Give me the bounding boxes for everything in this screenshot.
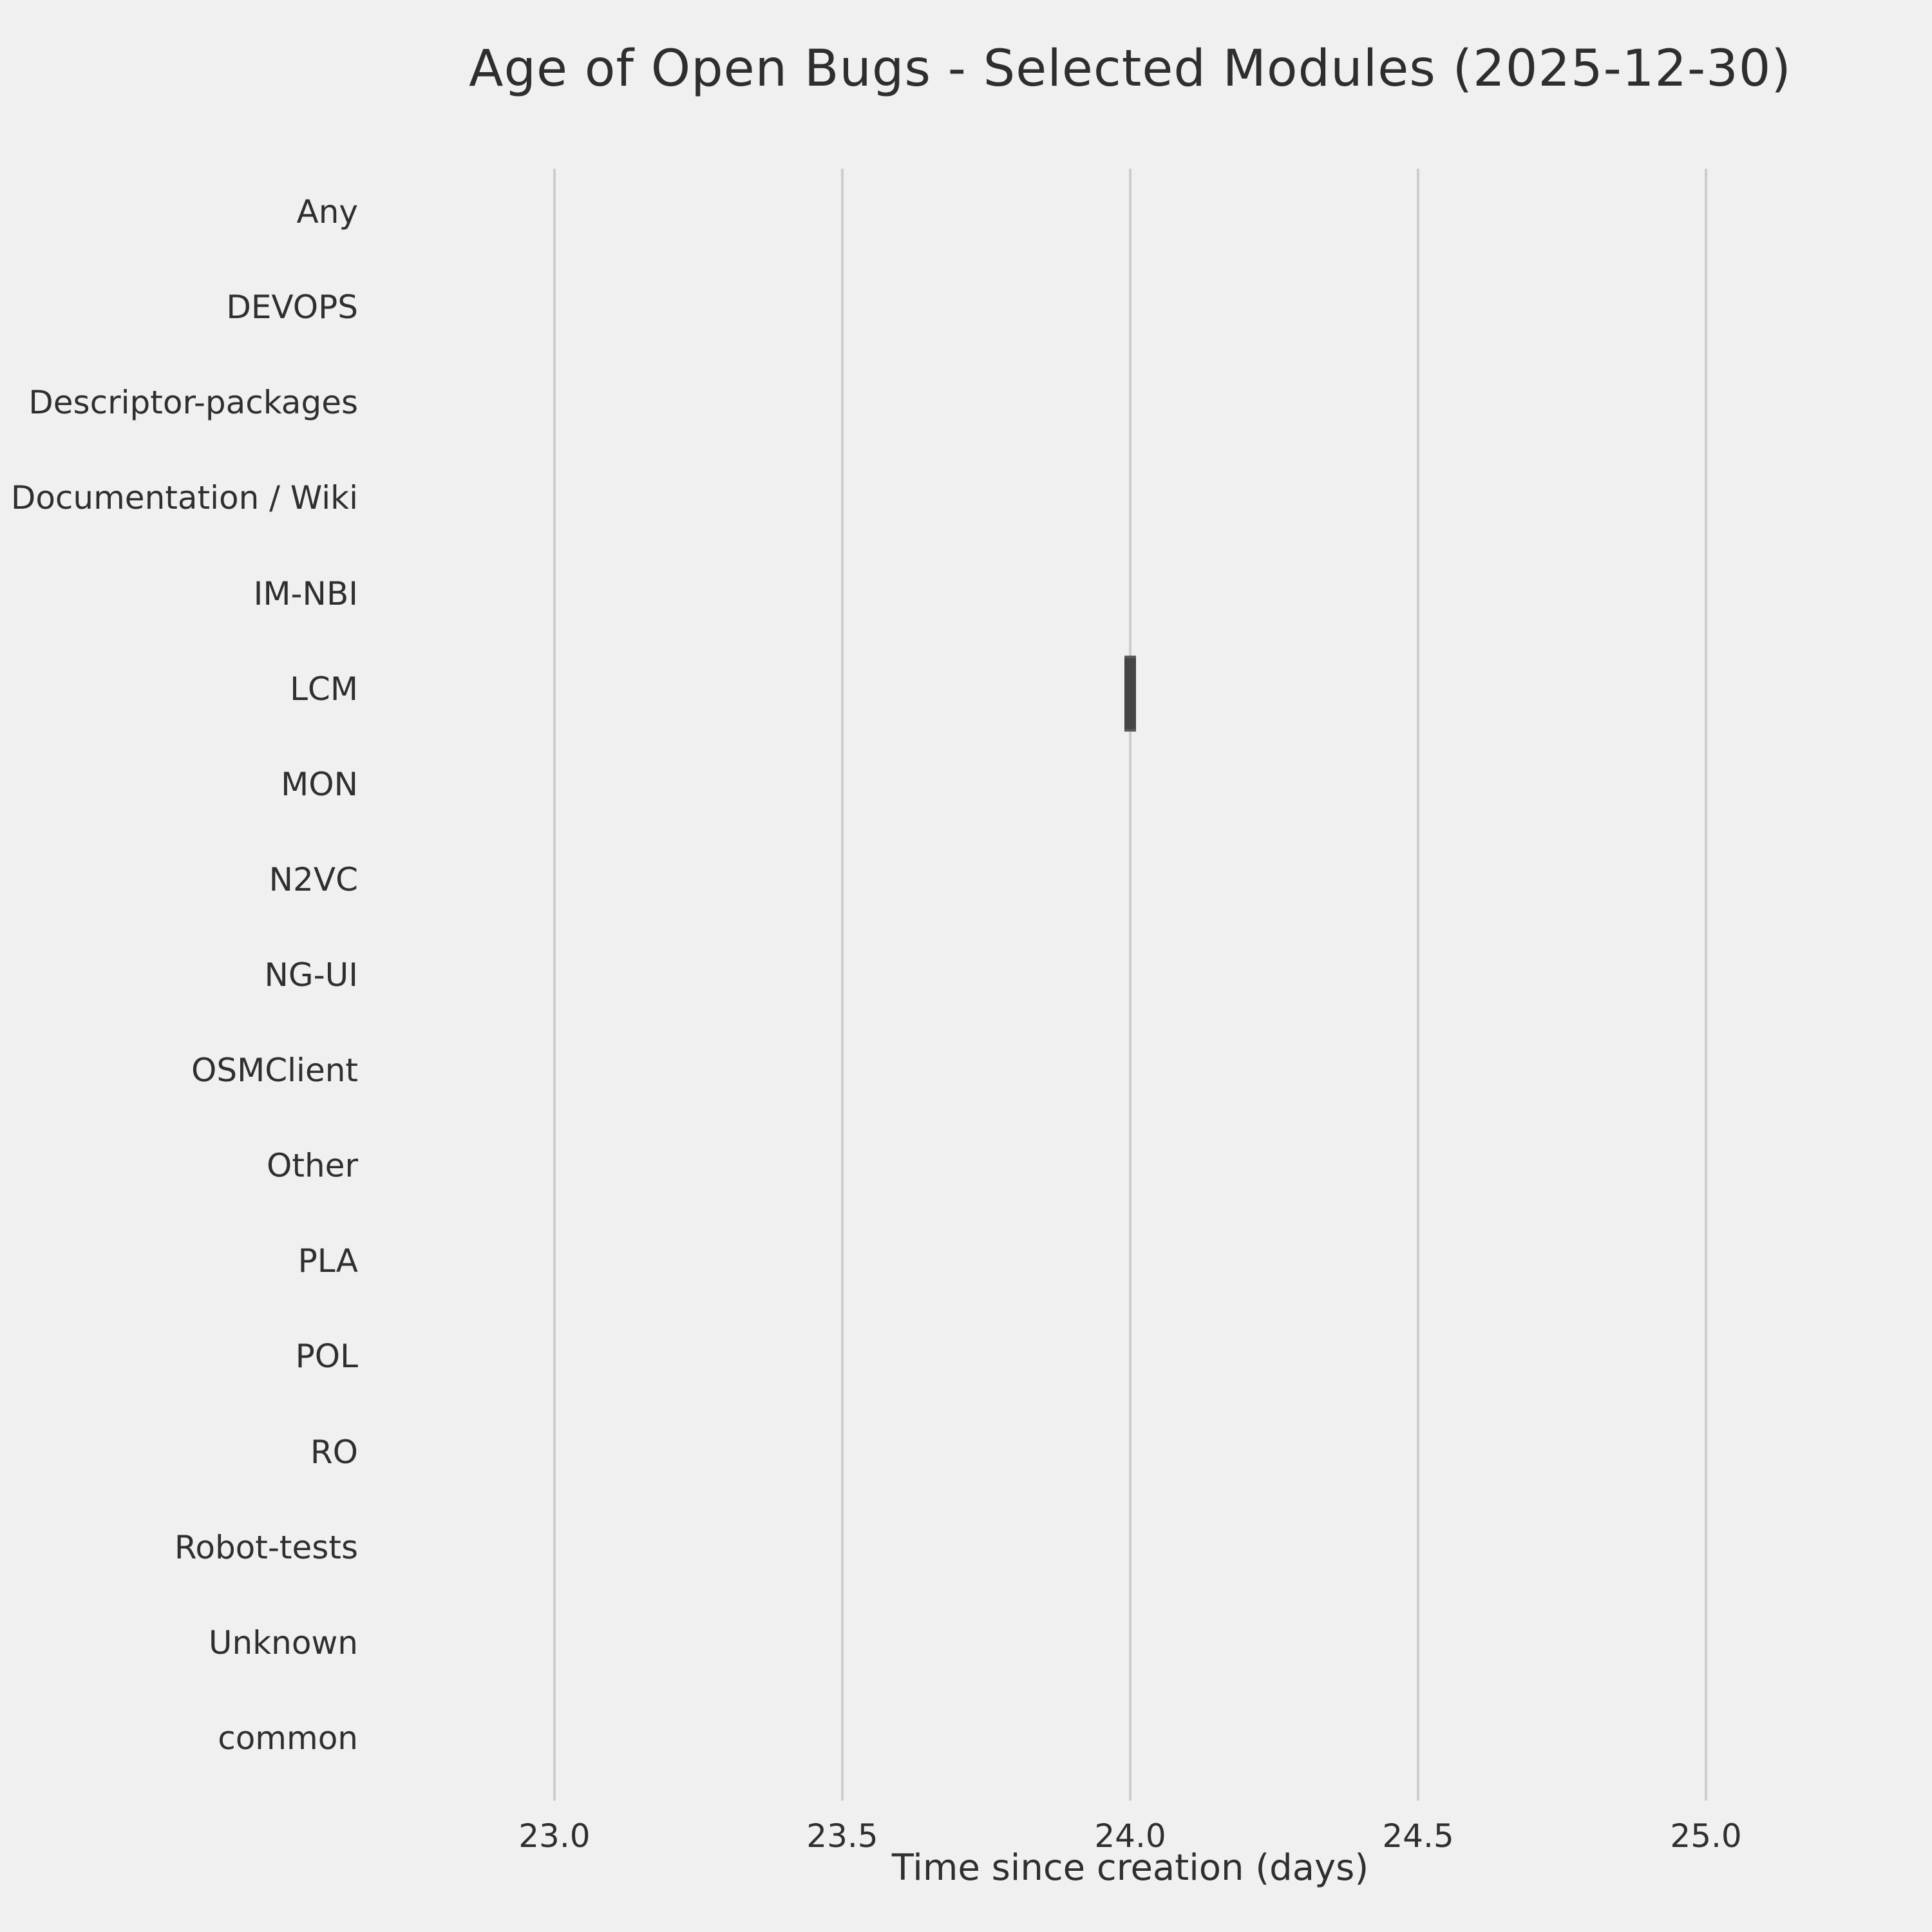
x-tick-label: 25.0 [1670, 1817, 1742, 1855]
y-tick-label-descriptor-packages: Descriptor-packages [28, 384, 358, 422]
x-axis-label: Time since creation (days) [891, 1847, 1369, 1889]
x-tick-label: 24.5 [1382, 1817, 1454, 1855]
gridline-x-23.0 [553, 169, 556, 1790]
y-tick-label-other: Other [267, 1147, 358, 1185]
x-tick-mark [553, 1790, 556, 1801]
gridline-x-23.5 [840, 169, 844, 1790]
y-tick-label-osmclient: OSMClient [191, 1052, 358, 1090]
boxplot-box-lcm [1124, 656, 1136, 732]
y-tick-label-pol: POL [295, 1338, 358, 1376]
x-tick-mark [1705, 1790, 1708, 1801]
y-tick-label-documentation-wiki: Documentation / Wiki [10, 479, 358, 517]
y-tick-label-common: common [218, 1719, 358, 1757]
x-tick-label: 24.0 [1094, 1817, 1166, 1855]
y-tick-label-n2vc: N2VC [269, 860, 358, 898]
y-tick-label-mon: MON [281, 765, 358, 803]
x-tick-mark [840, 1790, 844, 1801]
x-tick-label: 23.0 [518, 1817, 591, 1855]
y-tick-label-lcm: LCM [290, 670, 358, 708]
y-tick-label-ro: RO [310, 1433, 358, 1471]
x-tick-label: 23.5 [806, 1817, 878, 1855]
x-tick-mark [1129, 1790, 1132, 1801]
y-tick-label-robot-tests: Robot-tests [174, 1528, 358, 1566]
y-tick-label-devops: DEVOPS [226, 289, 358, 327]
x-tick-mark [1417, 1790, 1420, 1801]
y-tick-label-unknown: Unknown [208, 1624, 358, 1662]
gridline-x-25.0 [1705, 169, 1708, 1790]
gridline-x-24.5 [1417, 169, 1420, 1790]
chart-title: Age of Open Bugs - Selected Modules (202… [469, 40, 1792, 98]
y-tick-label-im-nbi: IM-NBI [253, 574, 358, 612]
y-tick-label-ng-ui: NG-UI [264, 956, 358, 994]
plot-area: 23.0 23.5 24.0 24.5 25.0 [380, 169, 1880, 1855]
y-tick-label-any: Any [296, 193, 358, 231]
y-tick-label-pla: PLA [298, 1242, 358, 1280]
gridline-x-24.0 [1129, 169, 1132, 1790]
